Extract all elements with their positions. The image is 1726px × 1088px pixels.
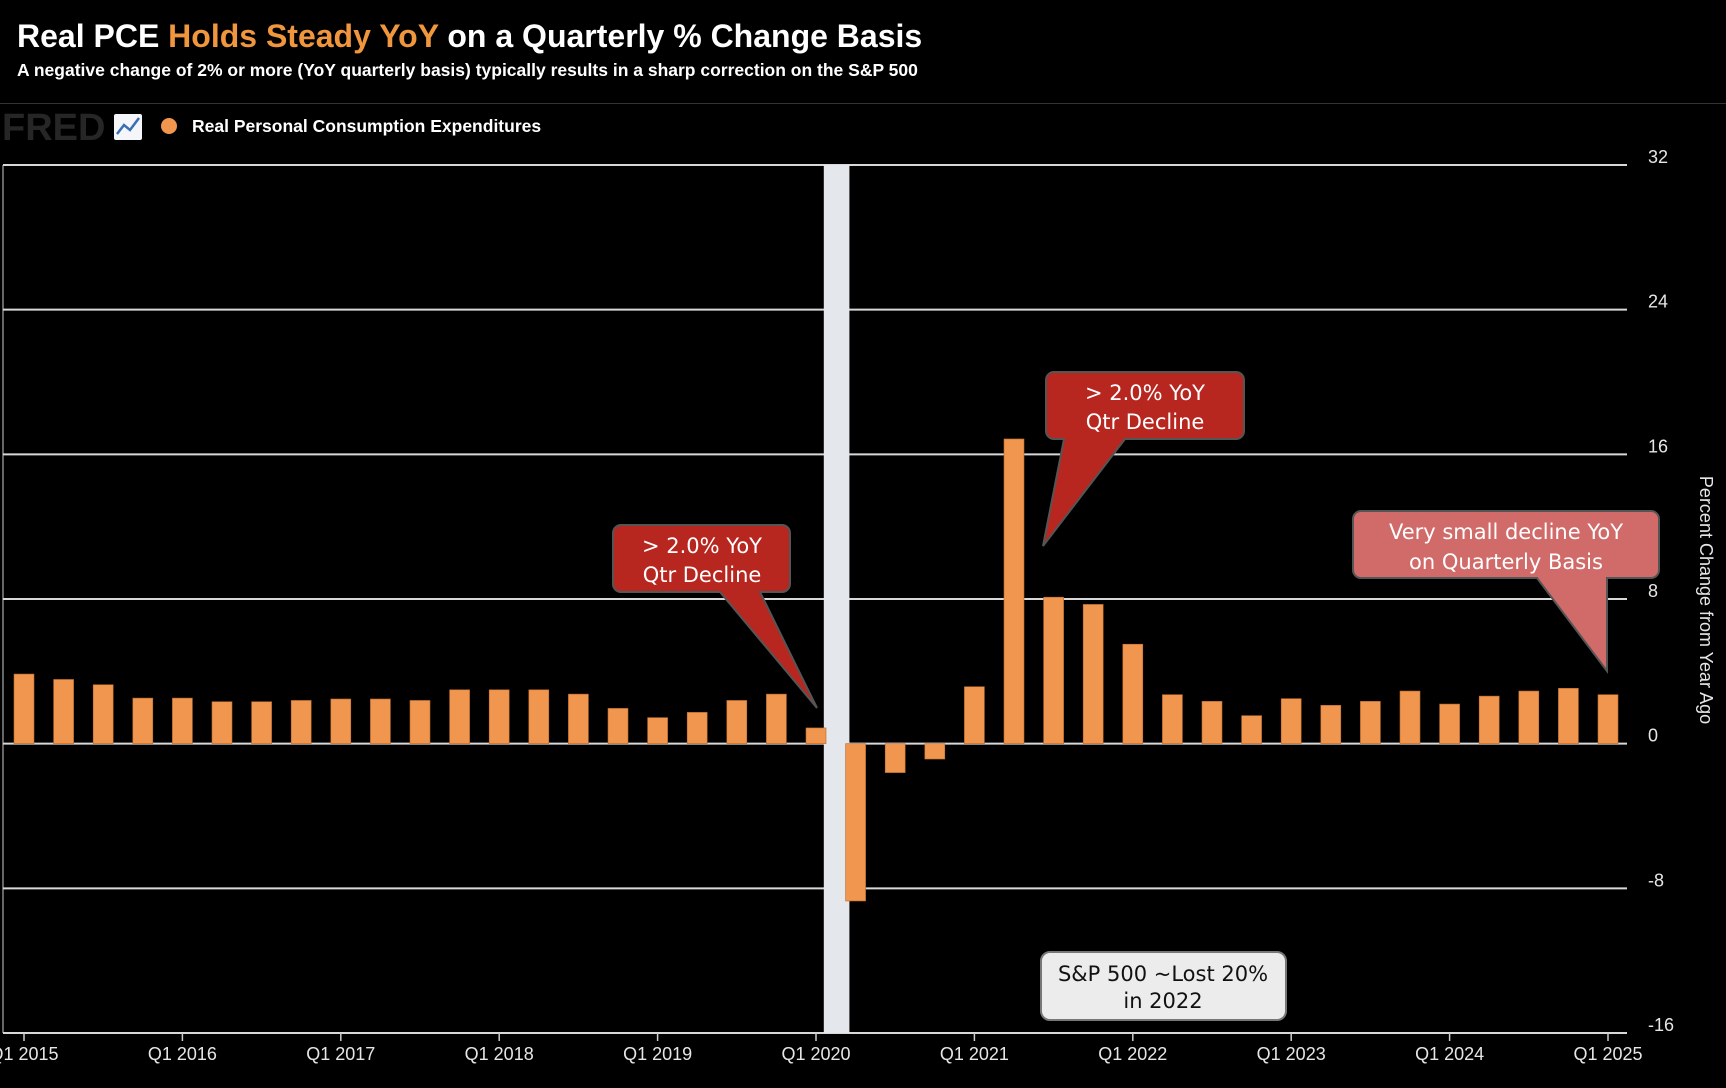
bar-2016Q4 [290,700,312,744]
recession-shading [823,165,850,1033]
annotation-text: > 2.0% YoY [1085,381,1205,405]
bar-2022Q2 [1162,694,1183,744]
bar-2024Q4 [1558,688,1579,744]
fred-logo: FRED [2,107,105,149]
annotation-text: Very small decline YoY [1389,520,1623,544]
bar-2017Q1 [330,698,352,744]
bar-2016Q1 [172,697,193,744]
bar-2016Q3 [251,701,272,744]
y-tick-label: 16 [1648,436,1668,456]
annotation-callout-2021: > 2.0% YoY Qtr Decline [1042,371,1245,547]
annotation-sp500: S&P 500 ~Lost 20% in 2022 [1040,951,1287,1021]
bar-2025Q1 [1597,694,1619,744]
bar-2023Q3 [1360,701,1381,744]
title-highlight: Holds Steady YoY [168,18,439,54]
bar-2015Q3 [92,684,114,744]
annotation-text: on Quarterly Basis [1409,550,1603,574]
annotation-text: S&P 500 ~Lost 20% [1058,962,1268,986]
bar-2019Q2 [686,712,708,744]
x-tick-label: Q1 2019 [623,1044,692,1064]
y-tick-label: 0 [1648,726,1658,746]
bar-2024Q2 [1478,695,1500,744]
bar-2023Q1 [1280,698,1302,744]
x-tick-label: Q1 2025 [1573,1044,1642,1064]
bar-2015Q4 [132,697,154,744]
x-tick-label: Q1 2018 [465,1044,534,1064]
bar-2020Q4 [924,743,946,760]
bar-2020Q3 [884,743,906,773]
bar-2019Q4 [766,693,787,744]
x-tick-label: Q1 2015 [0,1044,59,1064]
annotation-text: Qtr Decline [1086,410,1205,434]
annotation-callout-2020: > 2.0% YoY Qtr Decline [612,524,818,709]
bar-2022Q3 [1201,701,1223,744]
bar-2018Q4 [607,708,629,744]
bar-2018Q3 [568,693,589,744]
x-tick-label: Q1 2021 [940,1044,1009,1064]
y-tick-label: 8 [1648,581,1658,601]
x-tick-label: Q1 2017 [306,1044,375,1064]
bar-2019Q3 [726,700,748,744]
bar-2019Q1 [647,717,668,744]
bar-2017Q2 [370,698,391,744]
bar-2022Q4 [1241,715,1262,744]
bar-2023Q2 [1320,705,1342,744]
bar-2021Q3 [1043,596,1064,744]
x-tick-label: Q1 2024 [1415,1044,1484,1064]
annotation-text: > 2.0% YoY [642,534,762,558]
bar-2021Q1 [964,686,985,744]
x-tick-label: Q1 2016 [148,1044,217,1064]
page-subtitle: A negative change of 2% or more (YoY qua… [17,60,918,80]
page-title: Real PCE Holds Steady YoY on a Quarterly… [17,18,922,55]
bar-2023Q4 [1399,690,1421,744]
bar-2024Q1 [1439,703,1460,744]
x-tick-label: Q1 2023 [1257,1044,1326,1064]
fred-chart-icon [114,114,142,140]
bar-2017Q4 [449,689,470,744]
x-tick-label: Q1 2020 [781,1044,850,1064]
y-tick-label: -8 [1648,870,1664,890]
bar-2024Q3 [1518,690,1540,744]
bar-2018Q2 [528,689,550,744]
annotation-text: in 2022 [1123,989,1202,1013]
bar-2021Q4 [1082,604,1104,744]
annotation-text: Qtr Decline [643,563,762,587]
bar-2015Q2 [53,679,74,744]
y-axis-label: Percent Change from Year Ago [1696,476,1716,724]
legend-label: Real Personal Consumption Expenditures [192,116,541,136]
y-tick-label: 32 [1648,147,1668,167]
title-part: on a Quarterly % Change Basis [438,18,923,54]
bar-2020Q2 [845,743,866,902]
bar-2016Q2 [211,701,233,744]
title-part: Real PCE [17,18,169,54]
x-tick-label: Q1 2022 [1098,1044,1167,1064]
annotation-callout-2025: Very small decline YoY on Quarterly Basi… [1352,510,1660,674]
bar-2022Q1 [1122,643,1144,744]
bar-2018Q1 [488,689,510,744]
bar-2021Q2 [1003,438,1025,744]
bar-2020Q1 [805,727,827,744]
y-tick-label: -16 [1648,1015,1674,1035]
header-divider [0,103,1726,104]
y-tick-label: 24 [1648,292,1668,312]
bar-2015Q1 [13,673,35,744]
legend-marker [161,118,177,134]
bar-2017Q3 [409,700,431,744]
